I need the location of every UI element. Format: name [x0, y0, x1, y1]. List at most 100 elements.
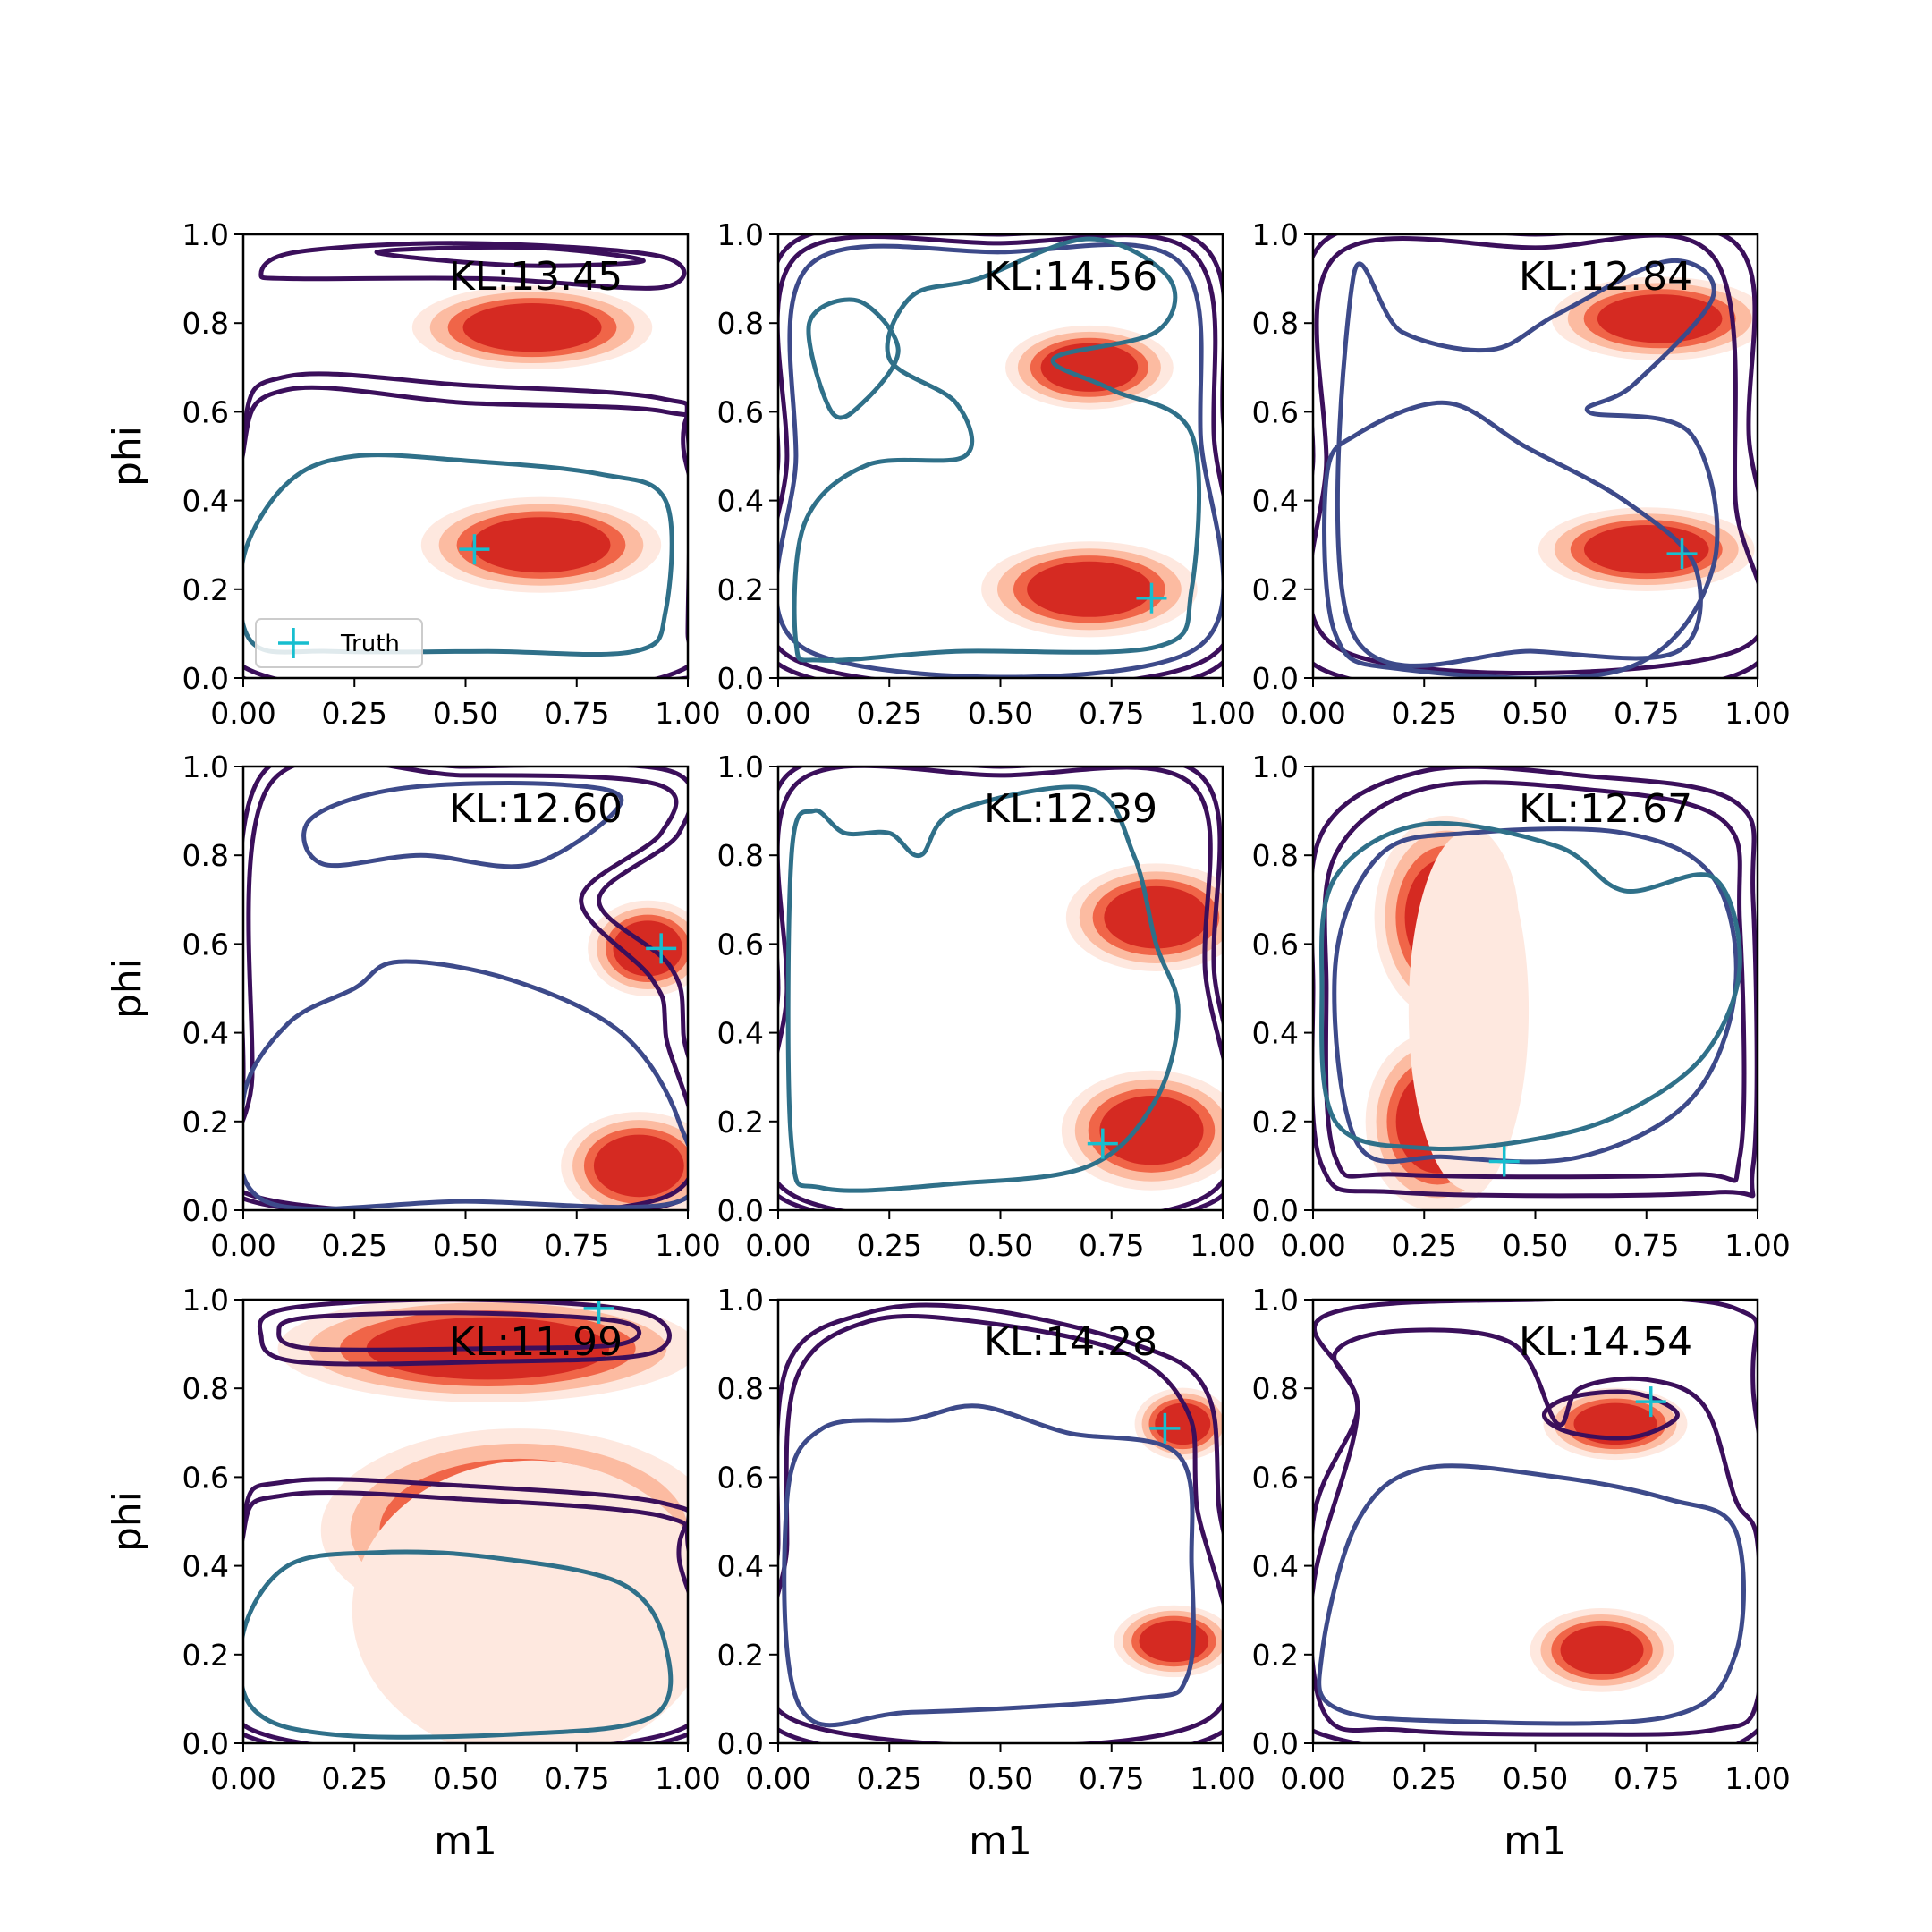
x-tick-label: 0.50 — [968, 696, 1033, 731]
y-tick-label: 0.0 — [182, 1193, 229, 1228]
plot-area — [778, 234, 1223, 678]
plot-area — [243, 1300, 688, 1743]
kl-annotation: KL:12.39 — [984, 786, 1157, 832]
contour-line — [785, 784, 1181, 1193]
truth-marker — [1136, 582, 1167, 614]
density-blob — [1408, 830, 1530, 1191]
panel-7: KL:11.99 0.00 0.25 0.50 0.75 1.00 0.0 0.2 0.4 0.6… — [105, 1283, 721, 1864]
x-tick-label: 0.50 — [968, 1761, 1033, 1796]
x-tick-label: 1.00 — [655, 1228, 720, 1263]
y-tick-label: 0.6 — [717, 394, 764, 429]
x-tick-label: 0.75 — [1079, 696, 1144, 731]
y-tick-label: 1.0 — [717, 217, 764, 252]
y-tick-label: 0.8 — [1252, 306, 1299, 341]
y-tick-label: 0.0 — [717, 661, 764, 696]
y-tick-label: 0.2 — [717, 1105, 764, 1140]
density-blob — [1065, 863, 1223, 971]
x-tick-label: 0.25 — [322, 1761, 387, 1796]
contour-line — [301, 781, 624, 869]
truth-marker — [459, 534, 490, 565]
x-tick-label: 0.00 — [210, 1228, 275, 1263]
density-blob — [561, 1112, 688, 1210]
truth-marker — [583, 1300, 614, 1324]
truth-marker — [1666, 538, 1698, 570]
density-level-4 — [1597, 294, 1723, 343]
plot-area — [1313, 1300, 1758, 1743]
y-tick-label: 0.2 — [1252, 572, 1299, 607]
panel-4: KL:12.60 0.00 0.25 0.50 0.75 1.00 0.0 0.2 0.4 0.6… — [105, 750, 721, 1263]
density-level-4 — [593, 1134, 684, 1198]
legend-marker — [278, 628, 309, 658]
density-level-1 — [352, 1460, 688, 1743]
x-tick-label: 0.50 — [1503, 1761, 1568, 1796]
truth-marker — [1087, 1128, 1118, 1159]
truth-marker — [1149, 1412, 1181, 1444]
x-tick-label: 0.00 — [1280, 1761, 1345, 1796]
y-tick-label: 0.6 — [1252, 1460, 1299, 1495]
y-tick-label: 0.0 — [717, 1726, 764, 1761]
kl-annotation: KL:12.60 — [449, 786, 623, 832]
density-level-4 — [1560, 1625, 1644, 1674]
y-tick-label: 0.0 — [1252, 661, 1299, 696]
y-tick-label: 0.6 — [182, 927, 229, 962]
contour-line — [782, 1403, 1196, 1728]
kl-annotation: KL:14.54 — [1519, 1319, 1692, 1365]
y-tick-label: 1.0 — [1252, 750, 1299, 784]
x-tick-label: 0.00 — [1280, 696, 1345, 731]
x-tick-label: 1.00 — [1724, 696, 1790, 731]
y-tick-label: 0.8 — [717, 1371, 764, 1406]
x-tick-label: 1.00 — [655, 696, 720, 731]
x-tick-label: 1.00 — [1724, 1761, 1790, 1796]
y-tick-label: 0.6 — [717, 1460, 764, 1495]
contour-line — [243, 385, 688, 678]
contour-line — [276, 1310, 642, 1352]
x-tick-label: 1.00 — [1724, 1228, 1790, 1263]
x-tick-label: 1.00 — [1190, 696, 1255, 731]
x-axis-label: m1 — [434, 1818, 497, 1864]
density-blob — [1538, 507, 1755, 592]
panels-root: KL:13.450.00 0.25 0.50 0.75 1.000.00.20.40.6… — [105, 217, 1791, 1864]
y-tick-label: 0.8 — [1252, 1371, 1299, 1406]
y-tick-label: 0.0 — [182, 661, 229, 696]
density-level-4 — [1573, 1402, 1657, 1445]
legend-label: Truth — [340, 631, 400, 657]
y-tick-label: 0.0 — [1252, 1193, 1299, 1228]
y-tick-label: 0.8 — [717, 838, 764, 873]
plot-area — [243, 767, 688, 1210]
y-tick-label: 0.2 — [182, 1638, 229, 1673]
y-tick-label: 1.0 — [182, 750, 229, 784]
y-tick-label: 0.8 — [717, 306, 764, 341]
y-axis-label: phi — [105, 426, 150, 487]
density-level-4 — [462, 303, 602, 352]
y-tick-label: 0.8 — [182, 1371, 229, 1406]
panel-2: KL:14.56 0.00 0.25 0.50 0.75 1.00 0.0 0.2 0.4 0.6… — [717, 217, 1256, 731]
legend: Truth — [255, 618, 423, 668]
panel-5: KL:12.39 0.00 0.25 0.50 0.75 1.00 0.0 0.2 0.4 0.6… — [717, 750, 1256, 1263]
x-tick-label: 0.25 — [322, 696, 387, 731]
y-tick-label: 0.2 — [717, 572, 764, 607]
x-tick-label: 0.75 — [1614, 1228, 1679, 1263]
density-blob — [420, 496, 662, 593]
x-axis-label: m1 — [969, 1818, 1032, 1864]
y-tick-label: 0.0 — [717, 1193, 764, 1228]
y-tick-label: 0.2 — [1252, 1105, 1299, 1140]
x-tick-label: 0.75 — [544, 1761, 609, 1796]
x-tick-label: 0.25 — [1392, 1761, 1457, 1796]
y-tick-label: 0.2 — [717, 1638, 764, 1673]
contour-line — [1322, 780, 1747, 1183]
plot-area — [1313, 234, 1758, 678]
legend-box — [255, 618, 423, 668]
x-tick-label: 0.50 — [433, 1228, 498, 1263]
density-level-4 — [1104, 886, 1208, 949]
contour-line — [806, 297, 901, 420]
contour-line — [374, 244, 646, 268]
density-level-1 — [1408, 830, 1530, 1191]
density-blob — [1551, 276, 1758, 361]
density-blob — [1061, 1070, 1223, 1191]
density-blob — [1114, 1605, 1223, 1678]
contour-line — [1313, 234, 1758, 675]
y-tick-label: 0.4 — [182, 1549, 229, 1584]
y-axis-label: phi — [105, 1491, 150, 1552]
x-tick-label: 0.00 — [1280, 1228, 1345, 1263]
